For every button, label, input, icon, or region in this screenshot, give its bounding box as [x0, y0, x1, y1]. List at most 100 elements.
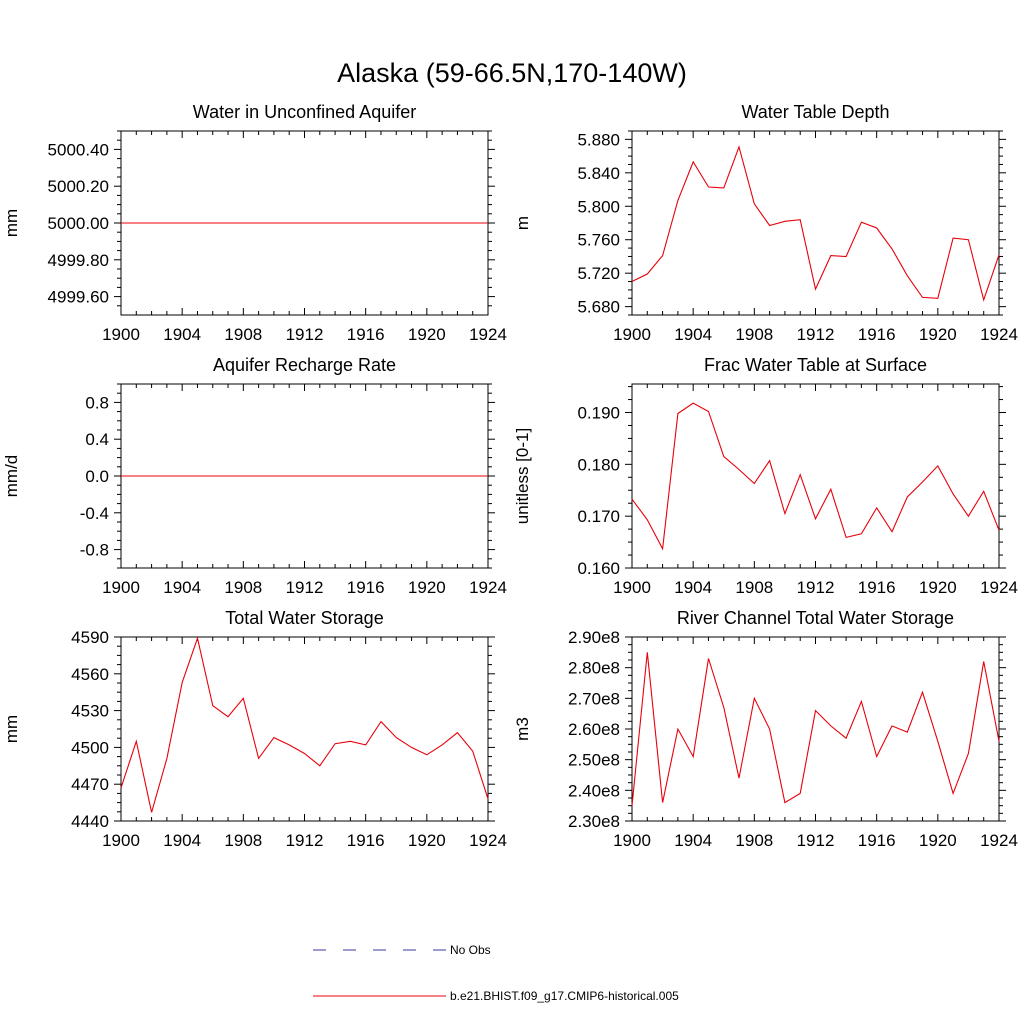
- y-tick-label: 5000.00: [48, 214, 109, 233]
- panel-title: Frac Water Table at Surface: [704, 355, 927, 375]
- y-axis-label: m: [513, 216, 532, 230]
- x-tick-label: 1900: [613, 831, 651, 850]
- x-tick-label: 1908: [735, 578, 773, 597]
- y-tick-label: 5.720: [577, 264, 620, 283]
- x-tick-label: 1920: [408, 325, 446, 344]
- x-tick-label: 1908: [224, 325, 262, 344]
- y-tick-label: 5.760: [577, 231, 620, 250]
- x-tick-label: 1904: [674, 578, 712, 597]
- y-tick-label: 4590: [71, 628, 109, 647]
- x-tick-label: 1912: [797, 831, 835, 850]
- x-tick-label: 1912: [286, 325, 324, 344]
- plot-frame: [120, 636, 489, 822]
- x-tick-label: 1924: [980, 831, 1018, 850]
- x-tick-label: 1904: [163, 831, 201, 850]
- x-tick-label: 1924: [469, 831, 507, 850]
- y-tick-label: 4530: [71, 702, 109, 721]
- series-line: [120, 636, 489, 813]
- x-tick-label: 1908: [735, 831, 773, 850]
- y-tick-label: -0.8: [80, 541, 109, 560]
- x-tick-label: 1900: [102, 325, 140, 344]
- x-tick-label: 1912: [797, 578, 835, 597]
- panel-5: Total Water Storage 1900 1904 1908 1912 1916 1…: [2, 608, 507, 850]
- x-tick-label: 1900: [102, 831, 140, 850]
- x-tick-label: 1924: [469, 578, 507, 597]
- x-tick-label: 1916: [347, 831, 385, 850]
- x-tick-label: 1916: [858, 831, 896, 850]
- x-tick-label: 1916: [858, 325, 896, 344]
- y-tick-label: 5000.20: [48, 177, 109, 196]
- y-tick-label: 0.180: [577, 455, 620, 474]
- x-tick-label: 1904: [163, 325, 201, 344]
- y-tick-label: 0.0: [85, 467, 109, 486]
- x-tick-label: 1904: [163, 578, 201, 597]
- y-tick-label: 0.8: [85, 393, 109, 412]
- x-tick-label: 1916: [858, 578, 896, 597]
- y-axis-label: m3: [513, 717, 532, 741]
- x-tick-label: 1908: [735, 325, 773, 344]
- y-tick-label: 4440: [71, 812, 109, 831]
- panel-title: Water in Unconfined Aquifer: [193, 102, 416, 122]
- x-tick-label: 1908: [224, 578, 262, 597]
- y-tick-label: 5000.40: [48, 140, 109, 159]
- plot-frame: [631, 636, 1000, 822]
- x-tick-label: 1904: [674, 325, 712, 344]
- plot-frame: [631, 383, 1000, 569]
- y-tick-label: 5.680: [577, 298, 620, 317]
- x-tick-label: 1916: [347, 578, 385, 597]
- x-tick-label: 1908: [224, 831, 262, 850]
- x-tick-label: 1900: [613, 578, 651, 597]
- y-axis-label: mm: [2, 209, 21, 237]
- panel-title: River Channel Total Water Storage: [677, 608, 954, 628]
- panel-title: Water Table Depth: [741, 102, 889, 122]
- figure-title: Alaska (59-66.5N,170-140W): [337, 58, 687, 88]
- y-tick-label: 0.170: [577, 507, 620, 526]
- y-tick-label: 4500: [71, 738, 109, 757]
- x-tick-label: 1912: [797, 325, 835, 344]
- x-tick-label: 1920: [408, 831, 446, 850]
- y-tick-label: 5.800: [577, 197, 620, 216]
- x-tick-label: 1924: [980, 325, 1018, 344]
- y-tick-label: 4470: [71, 775, 109, 794]
- legend-label-no-obs: No Obs: [450, 943, 491, 957]
- x-tick-label: 1900: [102, 578, 140, 597]
- y-tick-label: 2.90e8: [568, 628, 620, 647]
- y-tick-label: 2.50e8: [568, 751, 620, 770]
- y-tick-label: 5.840: [577, 164, 620, 183]
- x-tick-label: 1924: [469, 325, 507, 344]
- y-tick-label: 5.880: [577, 130, 620, 149]
- panels: Water in Unconfined Aquifer 1900 1904 1908 1…: [2, 102, 1018, 850]
- y-tick-label: 0.4: [85, 430, 109, 449]
- y-tick-label: -0.4: [80, 504, 109, 523]
- x-tick-label: 1912: [286, 831, 324, 850]
- x-tick-label: 1920: [919, 578, 957, 597]
- series-line: [631, 402, 1000, 551]
- y-tick-label: 4560: [71, 665, 109, 684]
- panel-3: Aquifer Recharge Rate 1900 1904 1908 1912 191…: [2, 355, 507, 597]
- x-tick-label: 1920: [919, 325, 957, 344]
- y-tick-label: 2.60e8: [568, 720, 620, 739]
- y-tick-label: 0.190: [577, 404, 620, 423]
- y-axis-label: mm/d: [2, 455, 21, 498]
- y-tick-label: 2.80e8: [568, 659, 620, 678]
- x-tick-label: 1900: [613, 325, 651, 344]
- x-tick-label: 1904: [674, 831, 712, 850]
- legend-label-model: b.e21.BHIST.f09_g17.CMIP6-historical.005: [450, 989, 679, 1003]
- y-axis-label: mm: [2, 715, 21, 743]
- y-tick-label: 2.30e8: [568, 812, 620, 831]
- x-tick-label: 1924: [980, 578, 1018, 597]
- series-line: [631, 652, 1000, 806]
- y-tick-label: 2.40e8: [568, 781, 620, 800]
- y-tick-label: 0.160: [577, 559, 620, 578]
- y-tick-label: 4999.60: [48, 288, 109, 307]
- panel-1: Water in Unconfined Aquifer 1900 1904 1908 1…: [2, 102, 507, 344]
- panel-title: Total Water Storage: [225, 608, 383, 628]
- y-tick-label: 4999.80: [48, 251, 109, 270]
- y-axis-label: unitless [0-1]: [513, 428, 532, 524]
- x-tick-label: 1912: [286, 578, 324, 597]
- x-tick-label: 1916: [347, 325, 385, 344]
- panel-4: Frac Water Table at Surface 1900 1904 1908 1…: [513, 355, 1018, 597]
- panel-6: River Channel Total Water Storage 1900 190…: [513, 608, 1018, 850]
- y-tick-label: 2.70e8: [568, 689, 620, 708]
